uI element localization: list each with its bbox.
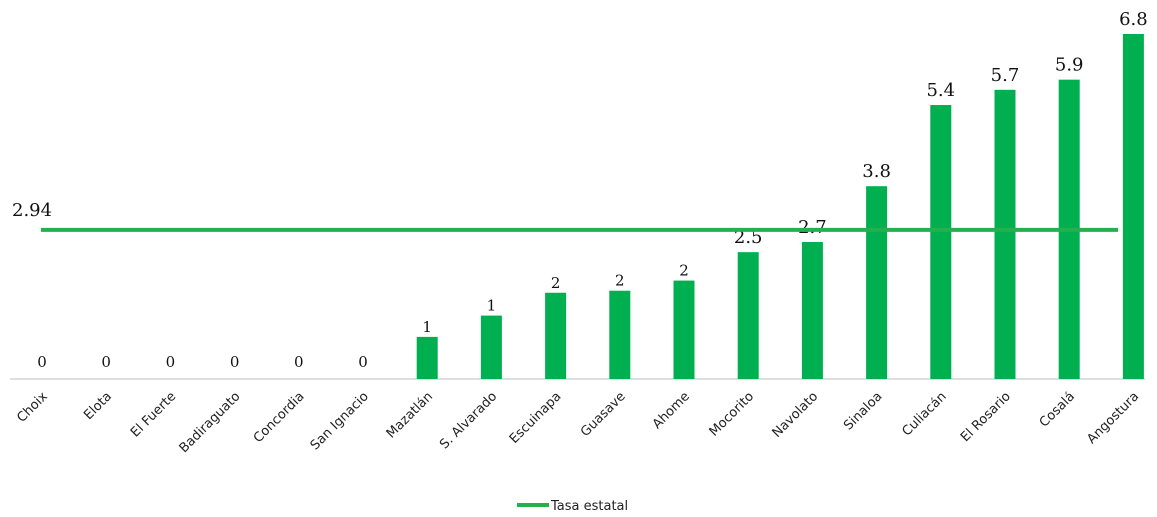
bar-escuinapa bbox=[545, 292, 567, 379]
x-tick-label-guasave: Guasave bbox=[578, 389, 629, 440]
bar-s-alvarado bbox=[480, 315, 502, 379]
data-label-angostura: 6.8 bbox=[1119, 9, 1148, 30]
bar-ahome bbox=[673, 280, 695, 379]
x-tick-label-ahome: Ahome bbox=[650, 389, 693, 432]
x-tick-label-angostura: Angostura bbox=[1084, 389, 1142, 447]
x-tick-label-elota: Elota bbox=[81, 389, 115, 423]
data-label-s-alvarado: 1 bbox=[487, 297, 497, 315]
data-label-san-ignacio: 0 bbox=[358, 353, 368, 371]
data-label-cosala: 5.9 bbox=[1055, 55, 1084, 76]
data-label-el-rosario: 5.7 bbox=[991, 65, 1020, 86]
x-tick-label-s-alvarado: S. Alvarado bbox=[437, 389, 500, 452]
x-tick-label-badiraguato: Badiraguato bbox=[177, 389, 244, 456]
data-label-guasave: 2 bbox=[615, 272, 625, 290]
bar-el-rosario bbox=[994, 89, 1016, 379]
bar-angostura bbox=[1122, 34, 1144, 379]
x-tick-label-sinaloa: Sinaloa bbox=[841, 389, 885, 433]
bar-navolato bbox=[801, 242, 823, 379]
bar-mazatlan bbox=[416, 336, 438, 379]
bar-sinaloa bbox=[866, 186, 888, 379]
bar-mocorito bbox=[737, 252, 759, 379]
x-tick-label-el-fuerte: El Fuerte bbox=[128, 389, 179, 440]
data-label-choix: 0 bbox=[37, 353, 47, 371]
x-tick-label-mocorito: Mocorito bbox=[707, 389, 757, 439]
data-label-badiraguato: 0 bbox=[230, 353, 240, 371]
legend: Tasa estatal bbox=[517, 499, 628, 514]
bar-culiacan bbox=[930, 105, 952, 379]
x-tick-label-navolato: Navolato bbox=[770, 389, 822, 441]
x-tick-label-concordia: Concordia bbox=[251, 389, 308, 446]
data-label-escuinapa: 2 bbox=[551, 274, 561, 292]
x-tick-label-mazatlan: Mazatlán bbox=[384, 389, 436, 441]
data-label-concordia: 0 bbox=[294, 353, 304, 371]
data-label-mazatlan: 1 bbox=[422, 318, 432, 336]
bar-guasave bbox=[609, 290, 631, 379]
x-tick-label-cosala: Cosalá bbox=[1037, 389, 1078, 430]
x-tick-label-culiacan: Culiacán bbox=[900, 389, 950, 439]
reference-line-value-label: 2.94 bbox=[12, 200, 52, 221]
data-label-navolato: 2.7 bbox=[798, 217, 827, 238]
data-label-el-fuerte: 0 bbox=[166, 353, 176, 371]
x-tick-label-san-ignacio: San Ignacio bbox=[308, 389, 372, 453]
data-label-culiacan: 5.4 bbox=[926, 80, 955, 101]
x-tick-label-escuinapa: Escuinapa bbox=[507, 389, 565, 447]
data-label-sinaloa: 3.8 bbox=[862, 161, 891, 182]
data-label-ahome: 2 bbox=[679, 262, 689, 280]
data-label-mocorito: 2.5 bbox=[734, 227, 763, 248]
data-label-elota: 0 bbox=[101, 353, 111, 371]
x-tick-label-el-rosario: El Rosario bbox=[958, 389, 1014, 445]
x-tick-label-choix: Choix bbox=[14, 389, 51, 426]
legend-label-tasa-estatal: Tasa estatal bbox=[550, 499, 628, 514]
